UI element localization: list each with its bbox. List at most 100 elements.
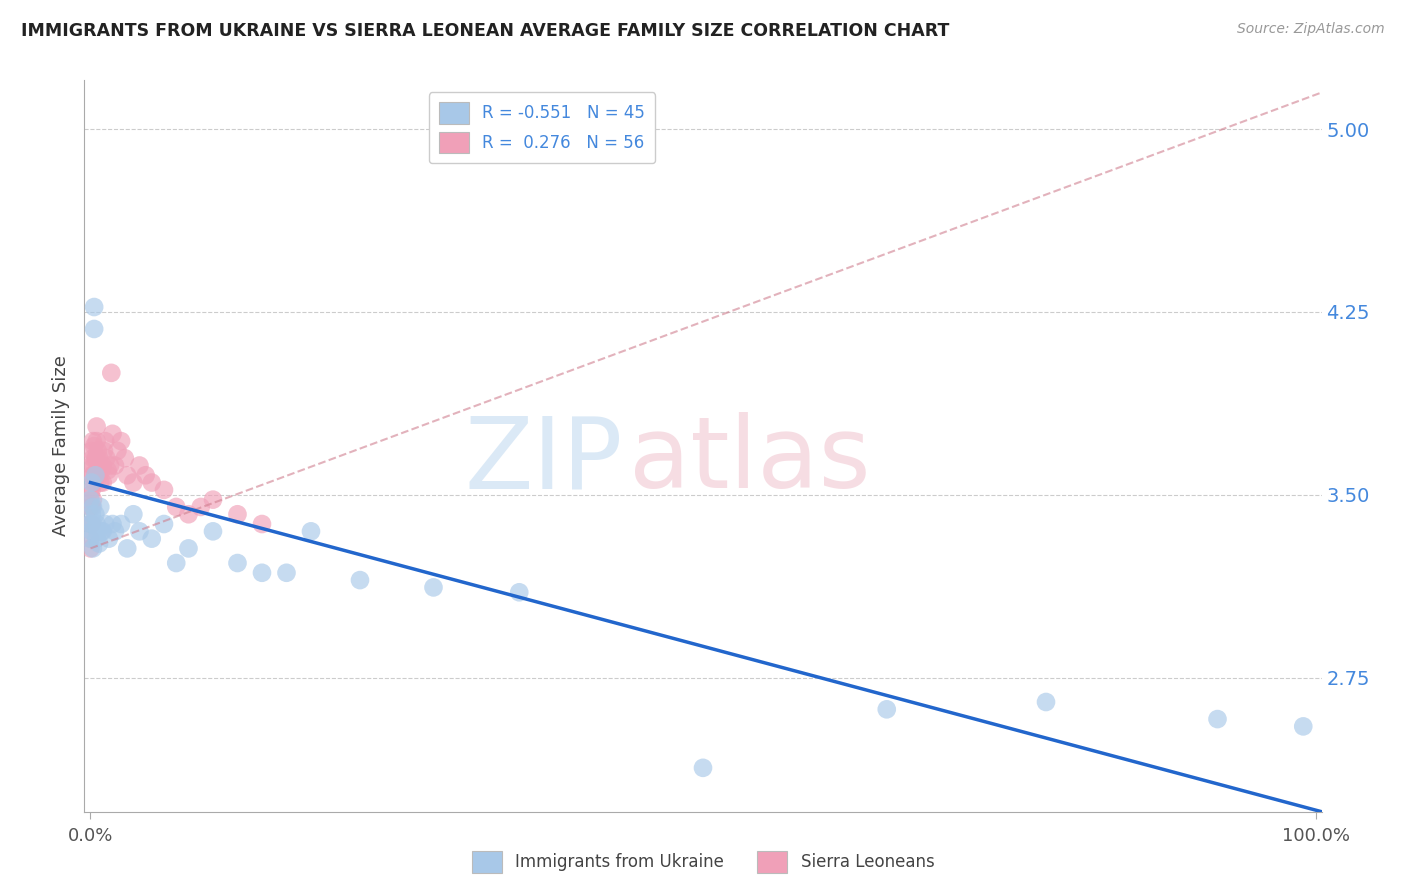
Point — [79, 532, 101, 546]
Point — [97, 532, 120, 546]
Point — [83, 300, 105, 314]
Point — [93, 443, 115, 458]
Point — [86, 434, 108, 449]
Point — [1035, 695, 1057, 709]
Point — [135, 468, 157, 483]
Point — [80, 475, 103, 490]
Point — [110, 516, 132, 531]
Point — [90, 524, 112, 539]
Point — [101, 426, 124, 441]
Text: Source: ZipAtlas.com: Source: ZipAtlas.com — [1237, 22, 1385, 37]
Point — [97, 468, 120, 483]
Point — [80, 483, 103, 497]
Point — [96, 451, 118, 466]
Point — [80, 500, 103, 514]
Point — [82, 516, 104, 531]
Point — [122, 475, 145, 490]
Y-axis label: Average Family Size: Average Family Size — [52, 356, 70, 536]
Point — [250, 516, 273, 531]
Point — [122, 508, 145, 522]
Point — [87, 536, 110, 550]
Text: atlas: atlas — [628, 412, 870, 509]
Point — [201, 492, 224, 507]
Point — [276, 566, 298, 580]
Point — [165, 500, 187, 514]
Point — [79, 532, 101, 546]
Point — [201, 524, 224, 539]
Point — [94, 434, 117, 449]
Point — [128, 524, 150, 539]
Point — [83, 322, 105, 336]
Point — [82, 500, 104, 514]
Point — [90, 463, 112, 477]
Point — [86, 451, 108, 466]
Point — [79, 516, 101, 531]
Text: IMMIGRANTS FROM UKRAINE VS SIERRA LEONEAN AVERAGE FAMILY SIZE CORRELATION CHART: IMMIGRANTS FROM UKRAINE VS SIERRA LEONEA… — [21, 22, 949, 40]
Point — [101, 516, 124, 531]
Point — [80, 468, 103, 483]
Point — [141, 532, 163, 546]
Point — [114, 451, 136, 466]
Point — [83, 475, 105, 490]
Point — [349, 573, 371, 587]
Point — [80, 516, 103, 531]
Legend: Immigrants from Ukraine, Sierra Leoneans: Immigrants from Ukraine, Sierra Leoneans — [465, 845, 941, 880]
Point — [110, 434, 132, 449]
Point — [79, 492, 101, 507]
Point — [1206, 712, 1229, 726]
Point — [79, 488, 101, 502]
Point — [83, 458, 105, 473]
Point — [128, 458, 150, 473]
Point — [86, 532, 108, 546]
Point — [82, 468, 104, 483]
Point — [91, 458, 114, 473]
Point — [82, 492, 104, 507]
Point — [79, 541, 101, 556]
Point — [86, 516, 108, 531]
Point — [97, 463, 120, 477]
Point — [84, 468, 107, 483]
Point — [86, 419, 108, 434]
Legend: R = -0.551   N = 45, R =  0.276   N = 56: R = -0.551 N = 45, R = 0.276 N = 56 — [429, 92, 655, 163]
Point — [104, 458, 127, 473]
Point — [115, 541, 138, 556]
Point — [422, 581, 444, 595]
Text: ZIP: ZIP — [464, 412, 623, 509]
Point — [84, 468, 107, 483]
Point — [153, 516, 176, 531]
Point — [226, 508, 249, 522]
Point — [89, 500, 111, 514]
Point — [91, 524, 114, 539]
Point — [79, 500, 101, 514]
Point — [165, 556, 187, 570]
Point — [79, 516, 101, 531]
Point — [299, 524, 322, 539]
Point — [177, 508, 200, 522]
Point — [876, 702, 898, 716]
Point — [87, 468, 110, 483]
Point — [94, 516, 117, 531]
Point — [89, 458, 111, 473]
Point — [226, 556, 249, 570]
Point — [190, 500, 212, 514]
Point — [115, 468, 138, 483]
Point — [153, 483, 176, 497]
Point — [250, 566, 273, 580]
Point — [107, 443, 129, 458]
Point — [82, 541, 104, 556]
Point — [80, 443, 103, 458]
Point — [80, 508, 103, 522]
Point — [82, 451, 104, 466]
Point — [91, 475, 114, 490]
Point — [1292, 719, 1315, 733]
Point — [87, 458, 110, 473]
Point — [98, 458, 121, 473]
Point — [83, 439, 105, 453]
Point — [89, 475, 111, 490]
Point — [100, 366, 122, 380]
Point — [508, 585, 530, 599]
Point — [692, 761, 714, 775]
Point — [87, 524, 110, 539]
Point — [80, 524, 103, 539]
Point — [87, 451, 110, 466]
